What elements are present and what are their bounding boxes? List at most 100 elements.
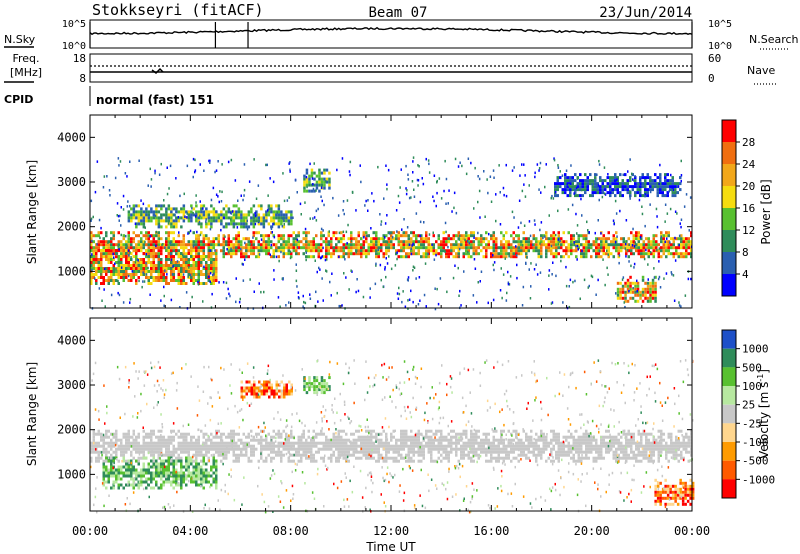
scatter-cell (325, 435, 328, 439)
scatter-pixel (586, 220, 588, 224)
scatter-cell (340, 453, 343, 457)
scatter-cell (195, 264, 198, 267)
scatter-cell (317, 243, 320, 247)
scatter-cell (382, 243, 385, 247)
scatter-cell (280, 219, 283, 223)
scatter-cell (150, 255, 153, 259)
scatter-pixel (516, 276, 518, 280)
scatter-cell (303, 174, 306, 178)
scatter-cell (634, 194, 637, 198)
scatter-pixel (345, 230, 348, 234)
scatter-cell (317, 255, 320, 259)
scatter-cell (445, 237, 448, 241)
scatter-cell (192, 213, 196, 217)
scatter-pixel (551, 273, 553, 276)
scatter-pixel (218, 281, 220, 284)
scatter-pixel (273, 235, 276, 239)
scatter-cell (674, 194, 677, 198)
scatter-cell (145, 435, 148, 439)
scatter-cell (492, 441, 495, 445)
scatter-pixel (145, 253, 148, 256)
scatter-pixel (500, 267, 502, 270)
scatter-cell (250, 243, 253, 247)
scatter-pixel (664, 220, 666, 223)
scatter-cell (235, 243, 238, 247)
scatter-cell (621, 290, 625, 294)
scatter-cell (502, 456, 505, 460)
scatter-cell (180, 450, 183, 454)
scatter-cell (565, 438, 568, 442)
scatter-cell (180, 441, 183, 445)
scatter-cell (624, 182, 627, 186)
scatter-cell (97, 243, 100, 247)
scatter-cell (342, 441, 345, 445)
scatter-cell (666, 185, 669, 189)
scatter-cell (200, 453, 203, 457)
scatter-cell (242, 453, 245, 457)
scatter-cell (90, 249, 93, 252)
scatter-cell (322, 441, 325, 445)
scatter-cell (392, 429, 395, 433)
scatter-pixel (336, 291, 338, 295)
scatter-cell (167, 450, 170, 454)
scatter-cell (172, 261, 175, 264)
scatter-cell (152, 255, 155, 258)
scatter-cell (447, 441, 450, 445)
scatter-cell (272, 456, 275, 460)
scatter-cell (590, 438, 593, 442)
scatter-pixel (632, 178, 634, 181)
scatter-cell (197, 255, 200, 258)
scatter-cell (305, 171, 309, 175)
scatter-pixel (428, 171, 431, 174)
scatter-pixel (122, 194, 125, 198)
scatter-cell (332, 438, 335, 442)
scatter-pixel (129, 160, 131, 163)
scatter-cell (230, 219, 233, 223)
scatter-cell (650, 252, 653, 256)
scatter-pixel (158, 224, 161, 227)
scatter-cell (330, 447, 333, 451)
scatter-cell (225, 243, 228, 247)
scatter-cell (210, 447, 213, 451)
scatter-cell (420, 255, 423, 259)
scatter-pixel (550, 244, 553, 248)
scatter-pixel (246, 228, 249, 231)
scatter-cell (626, 191, 629, 195)
scatter-cell (601, 188, 604, 192)
scatter-cell (624, 281, 627, 285)
scatter-cell (542, 450, 545, 454)
scatter-pixel (170, 258, 173, 261)
scatter-cell (160, 441, 163, 445)
scatter-cell (600, 255, 603, 259)
scatter-cell (97, 267, 100, 270)
scatter-cell (207, 444, 210, 448)
scatter-cell (586, 179, 589, 183)
scatter-cell (342, 252, 345, 256)
scatter-pixel (473, 258, 476, 261)
scatter-cell (165, 219, 168, 223)
scatter-cell (107, 441, 110, 445)
scatter-cell (505, 246, 508, 250)
scatter-cell (545, 255, 548, 259)
scatter-cell (422, 252, 425, 256)
scatter-cell (252, 240, 255, 244)
scatter-cell (280, 444, 283, 448)
scatter-cell (135, 444, 138, 448)
scatter-cell (125, 276, 128, 279)
scatter-cell (647, 249, 650, 253)
scatter-cell (640, 255, 643, 259)
scatter-cell (370, 450, 373, 454)
scatter-cell (577, 441, 580, 445)
scatter-cell (637, 231, 640, 235)
scatter-cell (600, 447, 603, 451)
scatter-cell (605, 447, 608, 451)
scatter-cell (495, 444, 498, 448)
scatter-cell (107, 249, 110, 252)
scatter-pixel (517, 226, 520, 229)
scatter-cell (125, 441, 128, 445)
scatter-cell (330, 252, 333, 256)
scatter-cell (247, 444, 250, 448)
scatter-pixel (289, 168, 291, 171)
scatter-cell (572, 237, 575, 241)
